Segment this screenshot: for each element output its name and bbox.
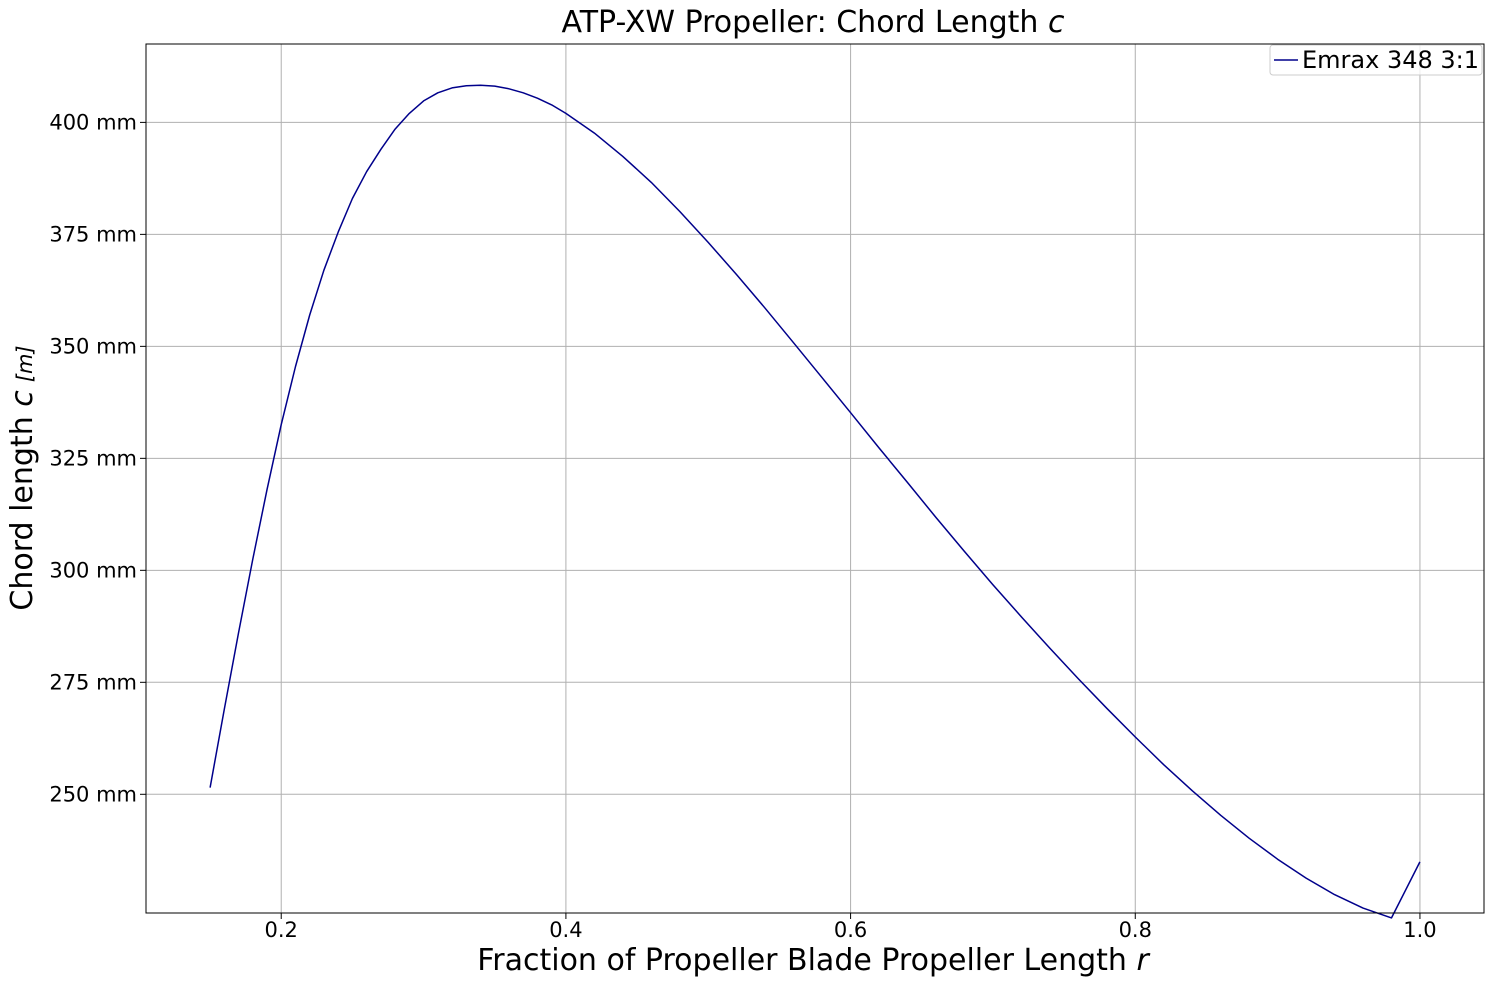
series-layer [209, 84, 1421, 919]
x-axis-title: Fraction of Propeller Blade Propeller Le… [477, 943, 1150, 978]
y-tick-label: 400 mm [49, 110, 137, 134]
legend: Emrax 348 3:1 [1269, 44, 1483, 76]
x-tick-label: 1.0 [1403, 918, 1436, 942]
plot-frame [145, 43, 1485, 914]
y-tick-label: 375 mm [49, 222, 137, 246]
x-tick-label: 0.2 [265, 918, 298, 942]
y-tick-label: 300 mm [49, 558, 137, 582]
y-axis-title: Chord length c[m] [5, 345, 40, 610]
legend-box [1269, 44, 1483, 76]
axis-ticks: 0.2 0.4 0.6 0.8 1.0 250 mm 275 mm 300 mm 325 mm 3… [49, 110, 1436, 942]
x-tick-label: 0.6 [834, 918, 867, 942]
chart-title: ATP-XW Propeller: Chord Length c [562, 5, 1065, 40]
series-line [209, 84, 1421, 919]
x-tick-label: 0.8 [1119, 918, 1152, 942]
y-tick-label: 250 mm [49, 782, 137, 806]
y-tick-label: 350 mm [49, 334, 137, 358]
y-tick-label: 275 mm [49, 670, 137, 694]
x-tick-label: 0.4 [549, 918, 582, 942]
grid-lines [146, 44, 1484, 913]
y-tick-label: 325 mm [49, 446, 137, 470]
legend-label: Emrax 348 3:1 [1302, 46, 1479, 74]
